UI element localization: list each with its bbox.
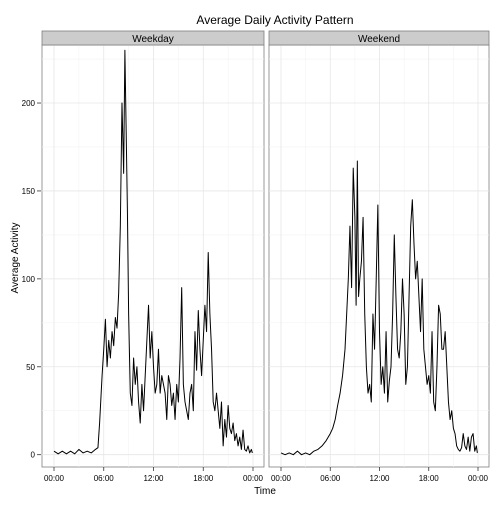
x-tick-label-weekday-4: 00:00 [243,474,264,483]
x-tick-label-weekday-0: 00:00 [44,474,65,483]
strip-weekend [268,30,490,46]
y-tick-label-150: 150 [22,187,36,196]
series-line-weekday [53,49,253,455]
y-tick-label-50: 50 [26,363,35,372]
x-tick-label-weekday-1: 06:00 [94,474,115,483]
plot-layer: 0 50 100 150 200 00:00 06:00 12:00 18:00 00:00 Wee… [22,30,490,483]
x-tick-label-weekend-0: 00:00 [271,474,292,483]
y-tick-label-100: 100 [22,275,36,284]
x-tick-label-weekend-4: 00:00 [468,474,489,483]
chart-title: Average Daily Activity Pattern [196,13,353,27]
series-line-weekend [280,160,478,456]
x-axis-title: Time [254,486,276,497]
strip-label-weekday: Weekday [132,34,174,45]
x-tick-label-weekday-3: 18:00 [193,474,214,483]
panel-weekday [41,44,265,468]
y-tick-label-200: 200 [22,99,36,108]
x-tick-label-weekend-1: 06:00 [320,474,341,483]
strip-weekday [41,30,265,46]
x-tick-label-weekday-2: 12:00 [143,474,164,483]
strip-label-weekend: Weekend [358,34,400,45]
y-axis-title: Average Activity [10,223,21,294]
x-tick-label-weekend-3: 18:00 [419,474,440,483]
y-tick-label-0: 0 [31,451,36,460]
x-tick-label-weekend-2: 12:00 [369,474,390,483]
